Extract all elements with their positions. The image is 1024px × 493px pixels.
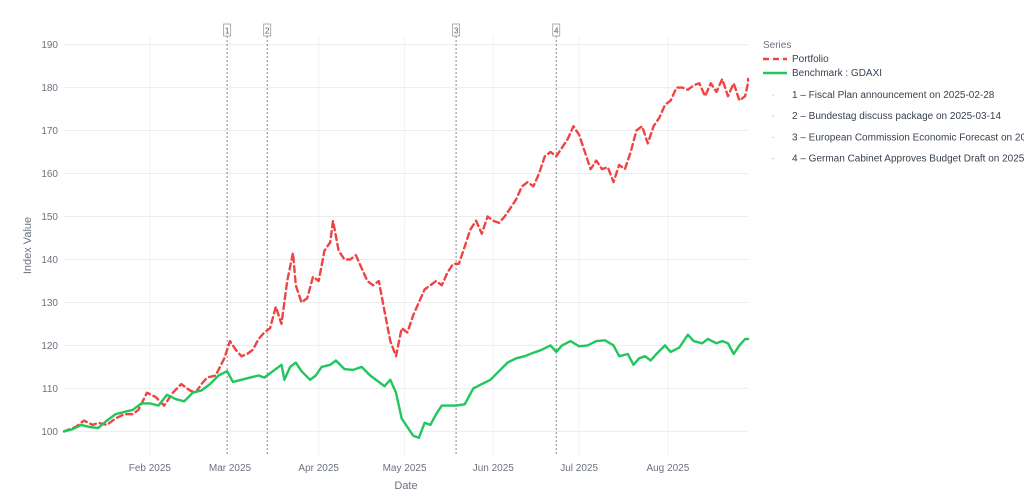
series-line-portfolio xyxy=(62,77,750,433)
x-tick-label: Aug 2025 xyxy=(646,463,689,474)
legend-event-label[interactable]: 2 – Bundestag discuss package on 2025-03… xyxy=(792,111,1001,122)
y-tick-label: 110 xyxy=(42,384,58,395)
y-tick-label: 120 xyxy=(41,341,58,352)
y-tick-label: 190 xyxy=(41,40,58,51)
legend-event-label[interactable]: 1 – Fiscal Plan announcement on 2025-02-… xyxy=(792,90,995,101)
legend-event-marker xyxy=(772,136,774,139)
y-axis-title: Index Value xyxy=(22,217,34,274)
event-badge-label: 1 xyxy=(225,27,230,36)
x-tick-label: May 2025 xyxy=(383,463,427,474)
x-tick-label: Jun 2025 xyxy=(473,463,515,474)
legend-event-marker xyxy=(772,115,774,117)
y-tick-label: 180 xyxy=(41,83,58,94)
legend-event-label[interactable]: 4 – German Cabinet Approves Budget Draft… xyxy=(792,154,1024,165)
event-badge-label: 2 xyxy=(265,27,270,36)
y-tick-label: 170 xyxy=(41,126,58,137)
series-line-benchmark-gdaxi xyxy=(62,333,750,439)
x-axis-title: Date xyxy=(394,480,417,492)
x-tick-label: Apr 2025 xyxy=(298,463,339,474)
y-tick-label: 150 xyxy=(41,212,58,223)
event-badge-box xyxy=(552,23,561,37)
y-tick-label: 130 xyxy=(41,298,58,309)
event-badge-box xyxy=(263,23,272,37)
x-tick-label: Mar 2025 xyxy=(209,463,252,474)
y-tick-label: 160 xyxy=(41,169,58,180)
legend-item-label[interactable]: Portfolio xyxy=(792,54,829,65)
event-badge-box xyxy=(223,23,232,37)
legend-item-label[interactable]: Benchmark : GDAXI xyxy=(792,68,882,79)
legend-title: Series xyxy=(763,40,791,51)
legend-event-marker xyxy=(772,157,774,160)
x-tick-label: Jul 2025 xyxy=(560,463,598,474)
y-tick-label: 140 xyxy=(41,255,58,266)
x-tick-label: Feb 2025 xyxy=(129,463,172,474)
y-tick-label: 100 xyxy=(41,427,58,438)
event-badge-label: 3 xyxy=(454,27,459,36)
event-badge-label: 4 xyxy=(554,27,559,36)
event-badge-box xyxy=(452,23,460,37)
legend-event-label[interactable]: 3 – European Commission Economic Forecas… xyxy=(792,132,1024,143)
legend-event-marker xyxy=(772,94,774,96)
